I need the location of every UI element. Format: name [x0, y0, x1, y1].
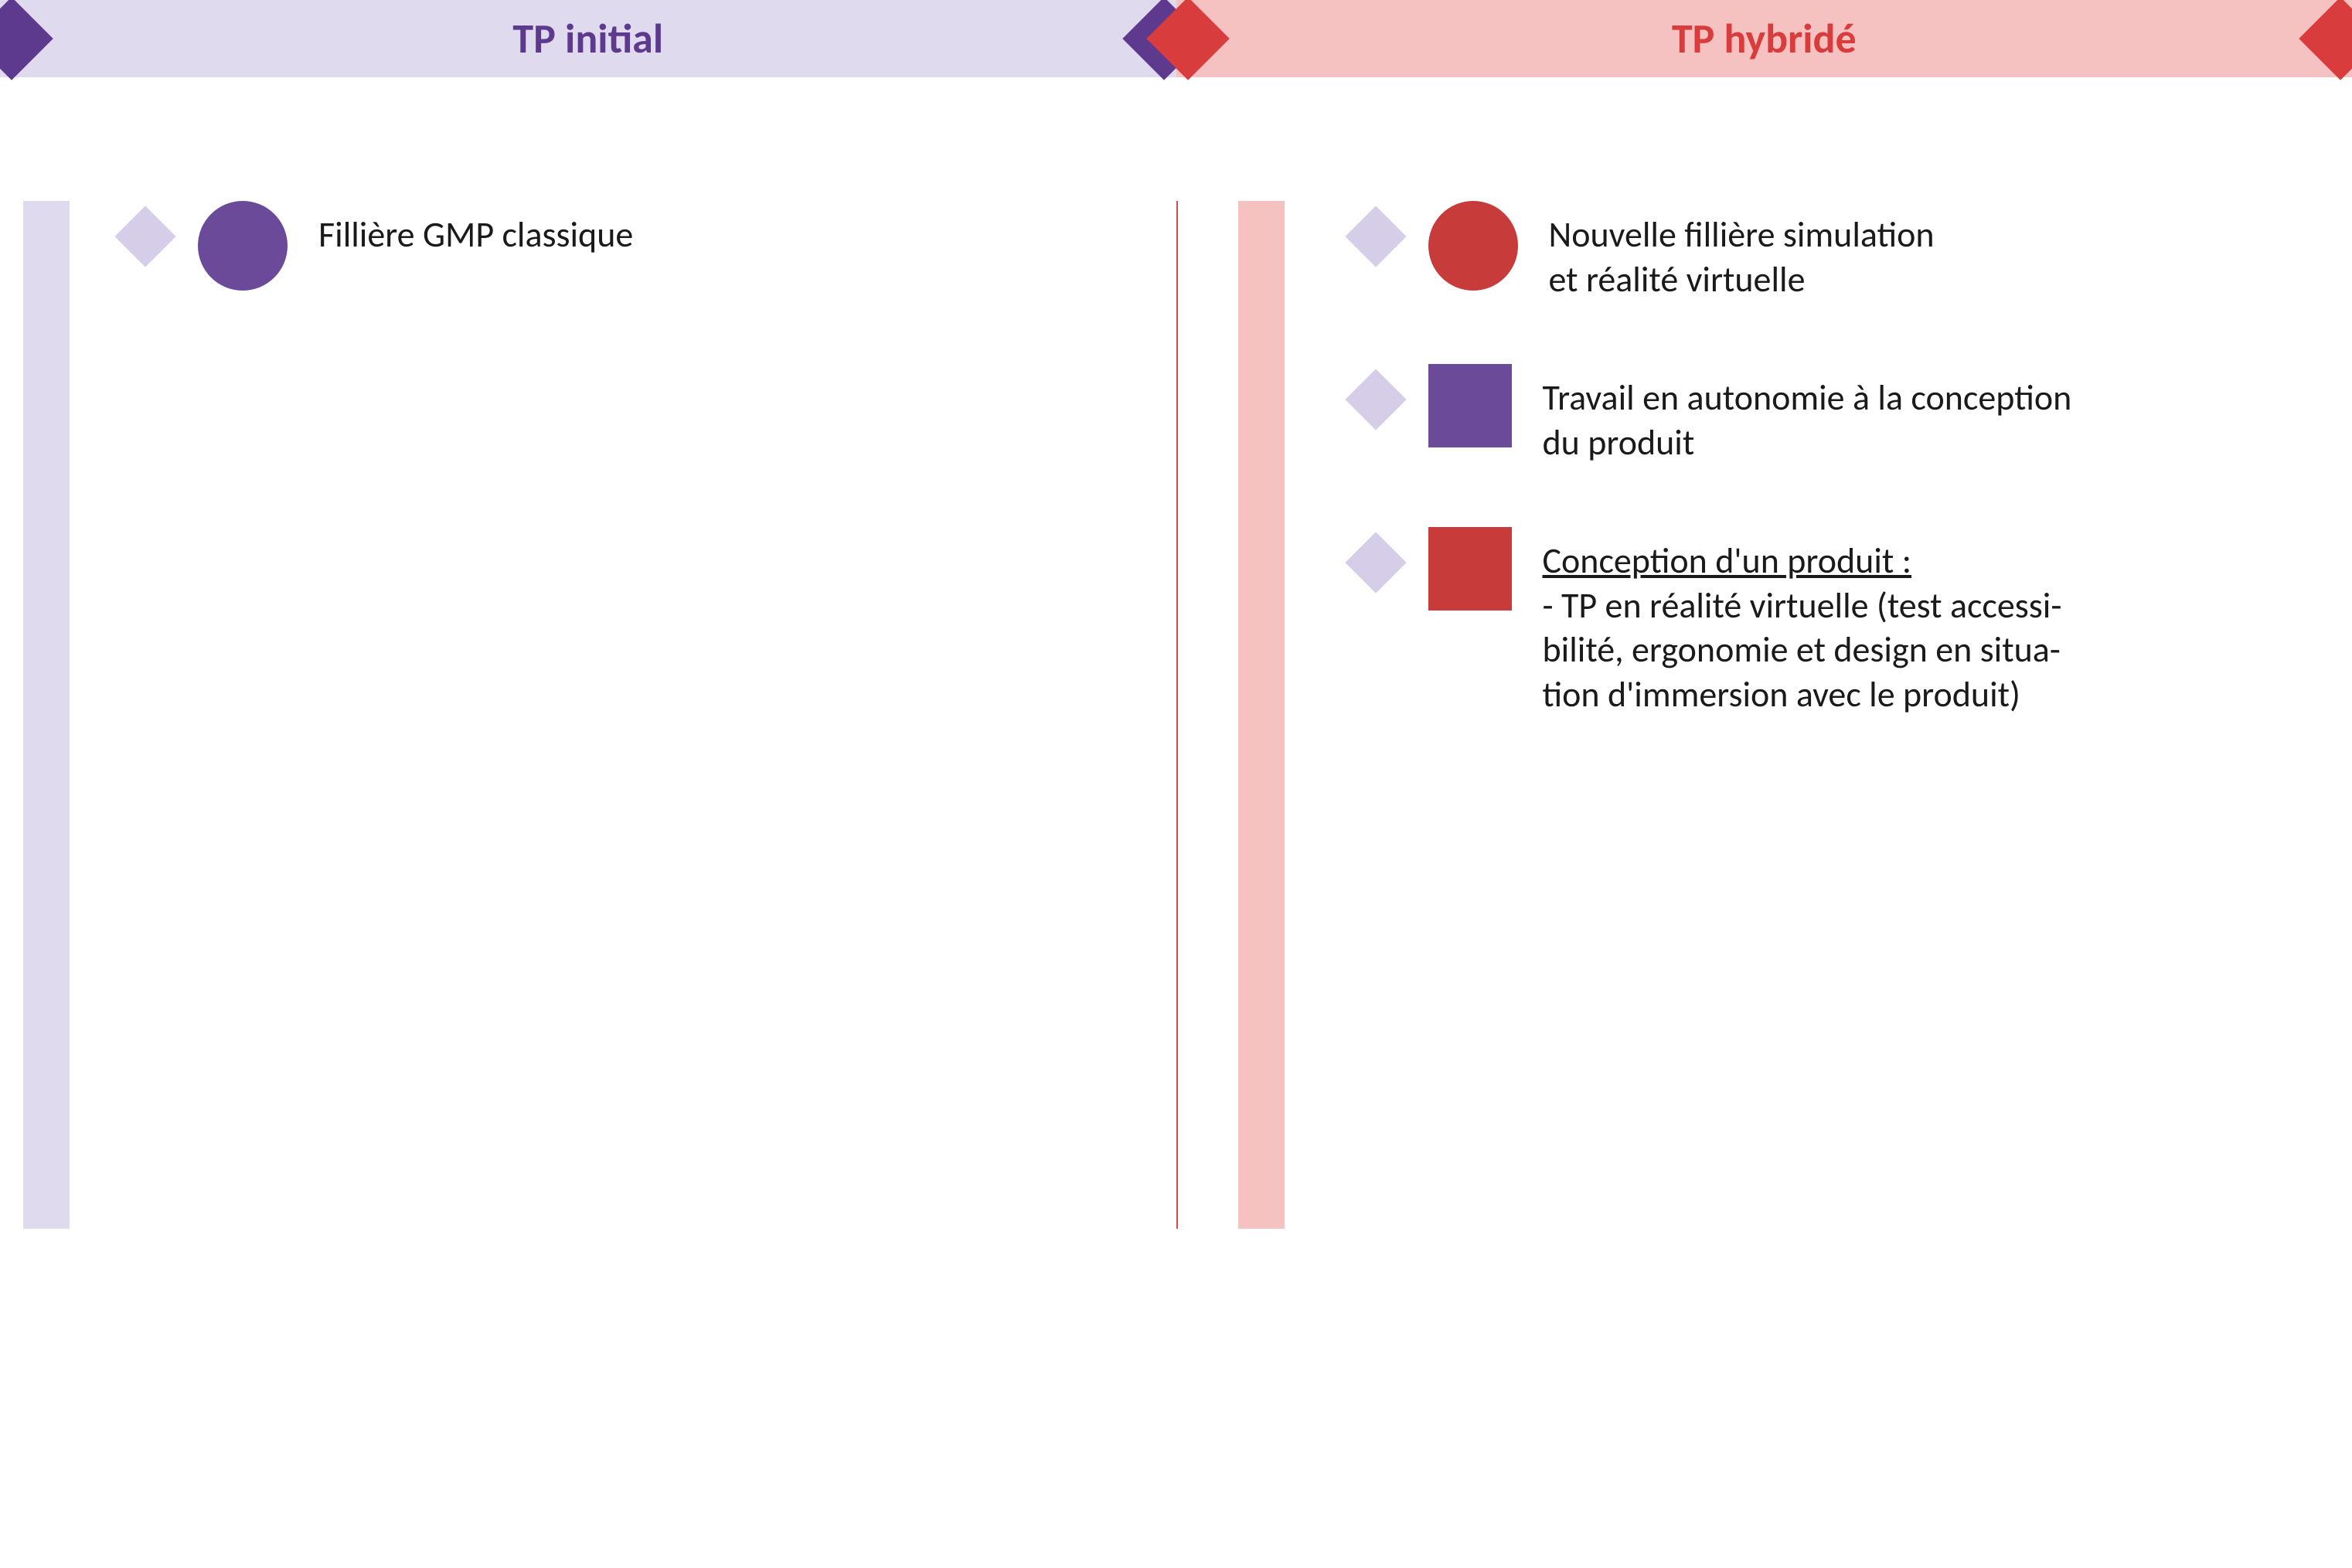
right-item-2-text: Conception d'un produit : - TP en réalit…	[1543, 527, 2062, 717]
right-item-1-diamond-icon	[1345, 369, 1406, 430]
right-item-2-diamond-icon	[1345, 532, 1406, 593]
right-item-0-text: Nouvelle fillière simulationet réalité v…	[1549, 201, 1935, 302]
items-left: Fillière GMP classique	[124, 201, 1176, 291]
right-item-2-line-2: tion d'immersion avec le produit)	[1543, 673, 2062, 718]
center-divider	[1176, 201, 1178, 1229]
left-item-0: Fillière GMP classique	[124, 201, 1176, 291]
right-item-2-line-0: - TP en réalité virtuelle (test accessi-	[1543, 584, 2062, 629]
right-item-1-line-0: Travail en autonomie à la conception	[1543, 376, 2072, 421]
right-item-0: Nouvelle fillière simulationet réalité v…	[1354, 201, 2352, 302]
right-item-0-line-0: Nouvelle fillière simulation	[1549, 213, 1935, 258]
right-item-0-line-1: et réalité virtuelle	[1549, 258, 1935, 303]
right-item-1-line-1: du produit	[1543, 421, 2072, 466]
header-right-diamond-right	[2299, 0, 2352, 80]
left-item-0-diamond-icon	[114, 206, 175, 267]
vbar-left	[23, 201, 70, 1229]
right-item-2-title-line: Conception d'un produit :	[1543, 539, 2062, 584]
right-item-1-text: Travail en autonomie à la conceptiondu p…	[1543, 364, 2072, 465]
right-item-1: Travail en autonomie à la conceptiondu p…	[1354, 364, 2352, 465]
header-right-title: TP hybridé	[1672, 13, 1857, 64]
left-item-0-text: Fillière GMP classique	[318, 201, 633, 258]
body-row: Fillière GMP classique Nouvelle fillière…	[0, 201, 2352, 779]
left-item-0-line-0: Fillière GMP classique	[318, 213, 633, 258]
body-right: Nouvelle fillière simulationet réalité v…	[1176, 201, 2352, 779]
right-item-2: Conception d'un produit : - TP en réalit…	[1354, 527, 2352, 717]
right-item-2-line-1: bilité, ergonomie et design en situa-	[1543, 628, 2062, 673]
right-item-1-marker	[1428, 364, 1512, 447]
header-right: TP hybridé	[1176, 0, 2352, 77]
header-left-diamond-left	[0, 0, 53, 80]
items-right: Nouvelle fillière simulationet réalité v…	[1354, 201, 2352, 717]
right-item-0-diamond-icon	[1345, 206, 1406, 267]
left-item-0-marker	[198, 201, 288, 291]
body-left: Fillière GMP classique	[0, 201, 1176, 779]
right-item-2-marker	[1428, 527, 1512, 611]
right-item-0-marker	[1428, 201, 1518, 291]
vbar-right	[1238, 201, 1285, 1229]
header-left-title: TP initial	[512, 13, 663, 64]
header-left: TP initial	[0, 0, 1176, 77]
header-row: TP initial TP hybridé	[0, 0, 2352, 77]
